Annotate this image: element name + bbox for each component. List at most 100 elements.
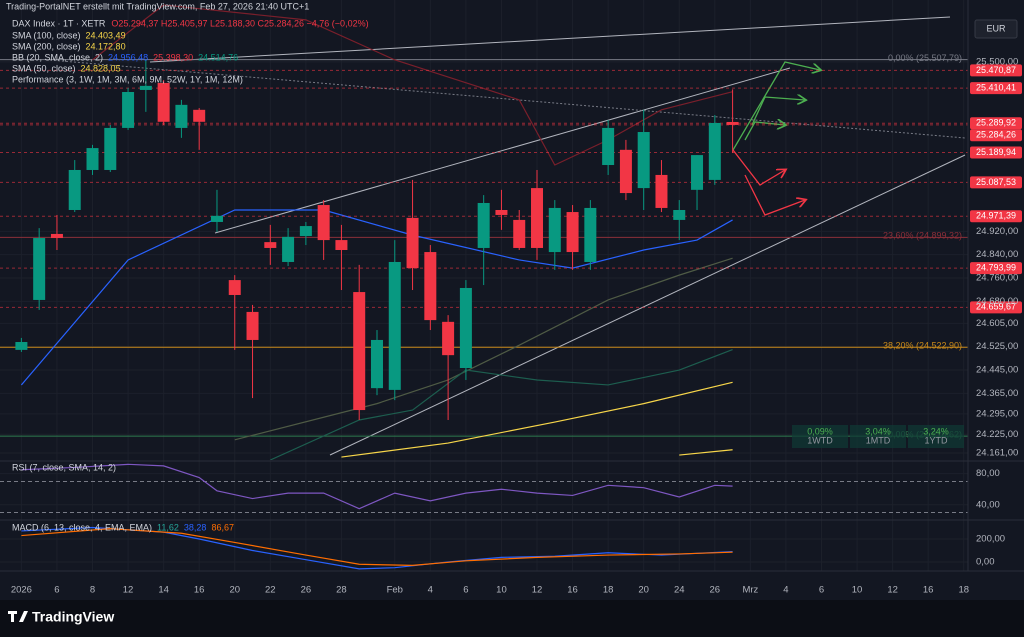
trendline (329, 154, 966, 456)
y-tick-label: 24.605,00 (976, 318, 1018, 329)
indicator-line (21, 526, 733, 570)
x-tick-label: 10 (852, 585, 863, 596)
x-tick-label: 4 (783, 585, 788, 596)
logo-mark (8, 611, 28, 622)
price-marker (970, 82, 1022, 95)
pane-title: MACD (6, 13, close, 4, EMA, EMA) (12, 522, 152, 532)
y-tick-label: 24.525,00 (976, 341, 1018, 352)
x-tick-label: 22 (265, 585, 276, 596)
arrow (732, 61, 820, 151)
candle-body (459, 287, 472, 368)
x-tick-label: 10 (496, 585, 507, 596)
performance-box (792, 425, 848, 448)
x-tick-label: 2026 (11, 585, 32, 596)
indicator-name: SMA (100, close) (12, 30, 81, 40)
x-tick-label: 12 (123, 585, 134, 596)
trendline (214, 67, 791, 234)
arrow (744, 122, 785, 141)
plot: 0,00% (25.507,79) 23,60% (24.899,32) 38,20… (0, 4, 1022, 570)
legend: Trading-PortalNET erstellt mit TradingVi… (6, 1, 369, 84)
price-marker-label: 24.793,99 (976, 262, 1016, 272)
ohlc: O25.294,37 H25.405,97 L25.188,30 C25.284… (111, 18, 368, 28)
x-tick-label: 18 (603, 585, 614, 596)
candle-body (157, 82, 170, 122)
x-tick-label: 24 (674, 585, 685, 596)
indicator-name: SMA (200, close) (12, 41, 81, 51)
candle-body (424, 252, 437, 321)
price-marker-label: 25.470,87 (976, 65, 1016, 75)
pane-value: 86,67 (211, 522, 234, 532)
overlay-line (679, 449, 733, 456)
candle-body (708, 122, 721, 180)
candle-body (15, 342, 28, 350)
performance-change: 3,24% (923, 426, 949, 436)
overlay-line (234, 257, 733, 441)
candle-body (335, 240, 348, 251)
candle-body (246, 311, 259, 340)
fib-label: 23,60% (24.899,32) (883, 231, 962, 241)
indicator-name: Performance (3, 1W, 1M, 3M, 6M, 9M, 52W,… (12, 74, 243, 84)
candle-body (104, 127, 117, 170)
y-tick-label: 24.365,00 (976, 388, 1018, 399)
candle-body (637, 132, 650, 189)
price-marker (970, 262, 1022, 275)
performance-change: 3,04% (865, 426, 891, 436)
price-marker-label: 25.087,53 (976, 177, 1016, 187)
candle-body (566, 212, 579, 253)
price-marker-label: 25.284,26 (976, 130, 1016, 140)
arrow (744, 174, 805, 216)
indicator-line (21, 463, 733, 510)
performance-change: 0,09% (807, 426, 833, 436)
candle-body (548, 207, 561, 253)
currency-box[interactable] (974, 19, 1018, 39)
overlay-line (341, 381, 733, 458)
x-tick-label: Mrz (742, 585, 758, 596)
candle-body (210, 215, 223, 222)
candle-body (139, 85, 152, 90)
candle-body (175, 104, 188, 128)
price-marker (970, 64, 1022, 77)
x-tick-label: 4 (428, 585, 433, 596)
candle-body (353, 292, 366, 411)
y-tick-label: 24.680,00 (976, 296, 1018, 307)
x-tick-label: 12 (532, 585, 543, 596)
indicator-value: 25.398,30 (153, 52, 193, 62)
x-tick-label: 20 (638, 585, 649, 596)
performance-period: 1WTD (807, 435, 833, 445)
indicator-name: BB (20, SMA, close, 2) (12, 52, 103, 62)
overlay-line (270, 349, 733, 460)
performance-period: 1YTD (924, 435, 948, 445)
y-tick-label: 24.920,00 (976, 226, 1018, 237)
currency: EUR (986, 23, 1006, 33)
y-tick-label: 24.840,00 (976, 249, 1018, 260)
price-marker-label: 25.410,41 (976, 82, 1016, 92)
price-marker-label: 25.289,92 (976, 118, 1016, 128)
price-marker-label: 24.971,39 (976, 211, 1016, 221)
attribution: Trading-PortalNET erstellt mit TradingVi… (6, 1, 309, 11)
candle-body (193, 109, 206, 122)
candle-body (691, 155, 704, 190)
indicator-value: 24.828,05 (81, 63, 121, 73)
candle-body (282, 236, 295, 262)
pane-value: 38,28 (184, 522, 207, 532)
x-tick-label: 6 (463, 585, 468, 596)
y-tick-label: 40,00 (976, 499, 1000, 510)
performance-period: 1MTD (866, 435, 891, 445)
x-tick-label: 12 (887, 585, 898, 596)
x-tick-label: 26 (710, 585, 721, 596)
arrow (751, 97, 805, 126)
indicator-name: SMA (50, close) (12, 63, 76, 73)
indicator-value: 24.403,49 (86, 30, 126, 40)
x-tick-label: 18 (958, 585, 969, 596)
price-marker (970, 129, 1022, 142)
x-tick-label: 26 (301, 585, 312, 596)
candle-body (584, 207, 597, 262)
indicator-value: 24.956,48 (108, 52, 148, 62)
x-tick-label: 20 (229, 585, 240, 596)
candle-body (673, 209, 686, 220)
logo: TradingView (8, 609, 114, 625)
y-tick-label: 24.295,00 (976, 408, 1018, 419)
x-tick-label: 16 (194, 585, 205, 596)
trendline (149, 16, 951, 63)
